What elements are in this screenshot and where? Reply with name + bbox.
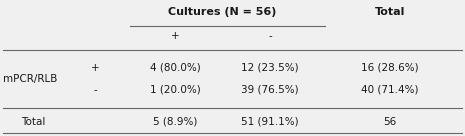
Text: +: + <box>171 31 179 41</box>
Text: 56: 56 <box>383 117 397 127</box>
Text: +: + <box>91 63 100 73</box>
Text: 40 (71.4%): 40 (71.4%) <box>361 85 419 95</box>
Text: 51 (91.1%): 51 (91.1%) <box>241 117 299 127</box>
Text: 1 (20.0%): 1 (20.0%) <box>150 85 200 95</box>
Text: 39 (76.5%): 39 (76.5%) <box>241 85 299 95</box>
Text: -: - <box>93 85 97 95</box>
Text: mPCR/RLB: mPCR/RLB <box>3 74 57 84</box>
Text: -: - <box>268 31 272 41</box>
Text: 12 (23.5%): 12 (23.5%) <box>241 63 299 73</box>
Text: 16 (28.6%): 16 (28.6%) <box>361 63 419 73</box>
Text: 5 (8.9%): 5 (8.9%) <box>153 117 197 127</box>
Text: Total: Total <box>21 117 46 127</box>
Text: Cultures (N = 56): Cultures (N = 56) <box>168 7 277 17</box>
Text: Total: Total <box>375 7 405 17</box>
Text: 4 (80.0%): 4 (80.0%) <box>150 63 200 73</box>
